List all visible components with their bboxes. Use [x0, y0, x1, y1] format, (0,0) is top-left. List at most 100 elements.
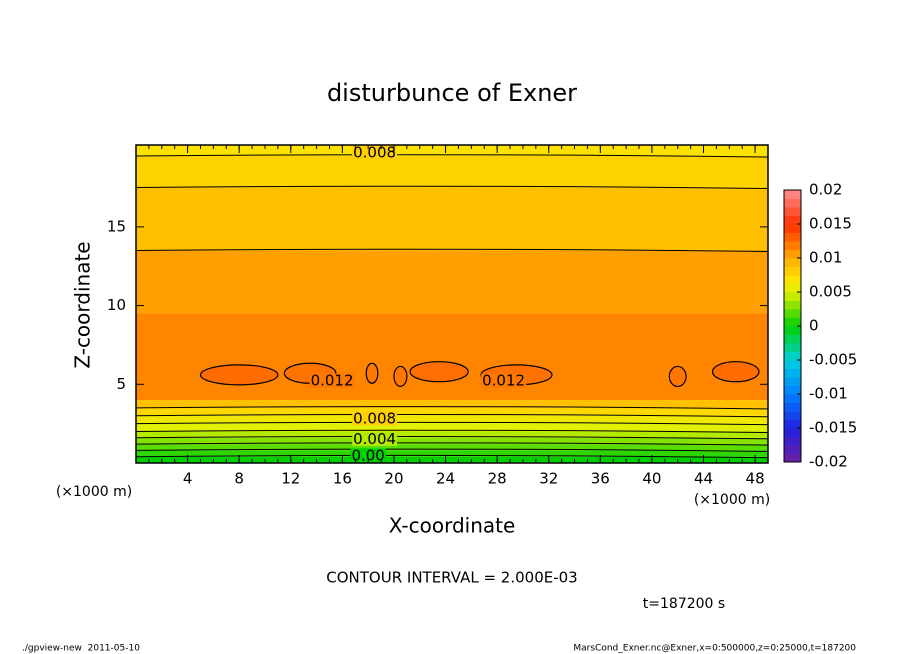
- x-tick-label: 20: [384, 470, 403, 488]
- y-tick-label: 5: [116, 375, 126, 393]
- contour-line: [136, 406, 768, 410]
- contour-label: 0.012: [482, 372, 525, 390]
- colorbar-cell: [784, 224, 801, 233]
- field-band: [136, 313, 768, 401]
- colorbar-tick-label: -0.015: [809, 419, 857, 437]
- contour-blob: [711, 361, 760, 383]
- y-axis-label: Z-coordinate: [71, 241, 95, 368]
- colorbar-tick-label: 0.02: [809, 181, 842, 199]
- colorbar-cell: [784, 232, 801, 242]
- x-axis-label: X-coordinate: [389, 514, 516, 538]
- contour-label: 0.012: [311, 372, 354, 390]
- colorbar-cell: [784, 360, 801, 369]
- x-tick-label: 8: [234, 470, 244, 488]
- contour-line: [136, 413, 768, 418]
- contour-label: 0.00: [351, 446, 384, 464]
- colorbar-cell: [784, 275, 801, 284]
- colorbar-cell: [784, 283, 801, 293]
- field-band: [136, 444, 768, 451]
- x-tick-label: 12: [281, 470, 300, 488]
- contour-blob: [668, 365, 687, 388]
- field-band: [136, 407, 768, 416]
- contour-label: 0.008: [353, 143, 396, 161]
- colorbar-cell: [784, 394, 801, 403]
- colorbar-cell: [784, 317, 801, 327]
- field-band: [136, 145, 768, 157]
- x-tick-label: 44: [694, 470, 713, 488]
- contour-line: [136, 442, 768, 446]
- contour-blob: [393, 365, 408, 388]
- x-tick-label: 48: [746, 470, 765, 488]
- contour-note: CONTOUR INTERVAL = 2.000E-03: [326, 569, 577, 587]
- colorbar-cell: [784, 385, 801, 395]
- colorbar-cell: [784, 377, 801, 386]
- x-tick-label: 4: [183, 470, 193, 488]
- x-tick-label: 28: [488, 470, 507, 488]
- colorbar-tick-label: -0.02: [809, 453, 848, 471]
- colorbar-cell: [784, 343, 801, 352]
- field-band: [136, 456, 768, 463]
- colorbar-cell: [784, 351, 801, 361]
- contour-line: [136, 185, 768, 190]
- contour-line: [136, 436, 768, 440]
- x-unit-label: (×1000 m): [56, 484, 132, 500]
- x-tick-label: 40: [642, 470, 661, 488]
- colorbar-tick-label: 0.005: [809, 283, 852, 301]
- colorbar-cell: [784, 249, 801, 259]
- contour-line: [136, 448, 768, 452]
- colorbar-cell: [784, 241, 801, 250]
- plot-frame: [135, 144, 769, 464]
- colorbar-cell: [784, 190, 801, 199]
- colorbar-cell: [784, 453, 801, 463]
- contour-label-bg: [309, 373, 355, 388]
- field-band: [136, 415, 768, 424]
- field-band: [136, 250, 768, 314]
- colorbar-cell: [784, 368, 801, 378]
- field-band: [136, 423, 768, 432]
- chart-title: disturbunce of Exner: [327, 79, 577, 107]
- contour-line: [136, 421, 768, 426]
- field-band: [136, 187, 768, 251]
- contour-line: [136, 248, 768, 252]
- x-tick-label: 16: [333, 470, 352, 488]
- x-tick-label: 36: [591, 470, 610, 488]
- x-unit-label: (×1000 m): [694, 492, 770, 508]
- colorbar-cell: [784, 411, 801, 420]
- colorbar-cell: [784, 419, 801, 429]
- y-tick-label: 10: [107, 296, 126, 314]
- colorbar-cell: [784, 428, 801, 437]
- colorbar-cell: [784, 402, 801, 412]
- colorbar-tick-label: 0: [809, 317, 819, 335]
- colorbar-cell: [784, 445, 801, 454]
- time-label: t=187200 s: [643, 596, 725, 612]
- colorbar-cell: [784, 309, 801, 318]
- contour-label-bg: [352, 431, 398, 446]
- contour-label-bg: [481, 373, 527, 388]
- colorbar-cell: [784, 215, 801, 225]
- contour-line: [136, 154, 768, 158]
- contour-label: 0.004: [353, 430, 396, 448]
- colorbar-tick-label: -0.005: [809, 351, 857, 369]
- field-band: [136, 400, 768, 408]
- contour-line: [136, 429, 768, 434]
- field-band: [136, 437, 768, 445]
- contour-label-bg: [350, 448, 386, 463]
- field-band: [136, 431, 768, 438]
- footer-left: ./gpview-new 2011-05-10: [22, 644, 140, 654]
- field-band: [136, 450, 768, 457]
- colorbar-cell: [784, 258, 801, 267]
- colorbar-cell: [784, 300, 801, 310]
- colorbar-tick-label: -0.01: [809, 385, 848, 403]
- contour-label: 0.008: [353, 409, 396, 427]
- colorbar-cell: [784, 292, 801, 301]
- contour-line: [136, 454, 768, 459]
- colorbar-cell: [784, 266, 801, 276]
- colorbar-tick-label: 0.01: [809, 249, 842, 267]
- colorbar-cell: [784, 436, 801, 446]
- x-tick-label: 24: [436, 470, 455, 488]
- colorbar-cell: [784, 207, 801, 216]
- footer-right: MarsCond_Exner.nc@Exner,x=0:500000,z=0:2…: [573, 644, 856, 654]
- field-band: [136, 156, 768, 188]
- contour-label-bg: [352, 411, 398, 426]
